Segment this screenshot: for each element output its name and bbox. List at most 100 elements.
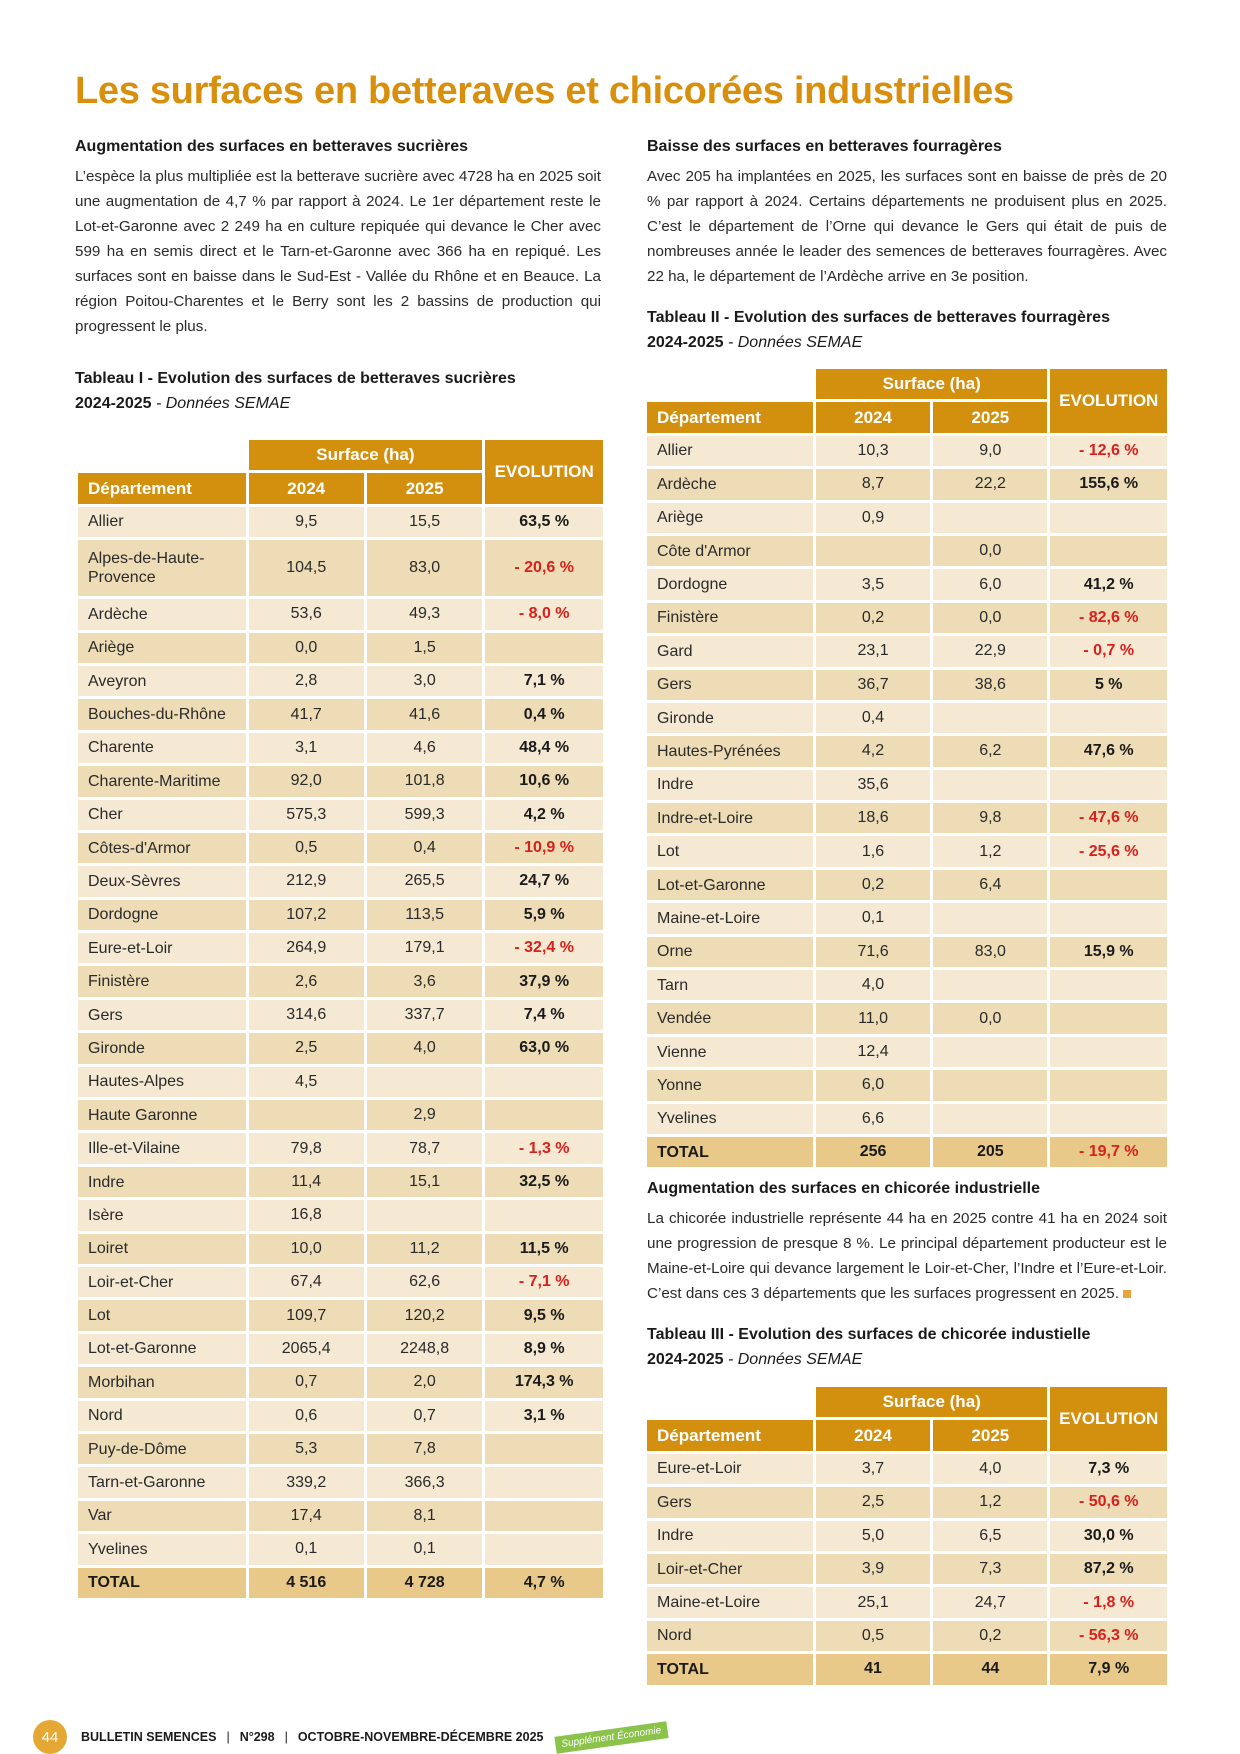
total-2025: 205 [933, 1136, 1048, 1168]
cell-department: Orne [647, 936, 813, 968]
cell-2024: 11,4 [248, 1166, 364, 1198]
table-row: Aveyron 2,8 3,0 7,1 % [78, 665, 603, 697]
cell-evolution: 15,9 % [1050, 936, 1167, 968]
cell-2025: 83,0 [933, 936, 1048, 968]
cell-evolution: - 1,8 % [1050, 1587, 1167, 1618]
cell-department: Gers [647, 669, 813, 700]
cell-2025: 3,0 [366, 665, 483, 697]
total-2025: 4 728 [366, 1567, 483, 1598]
cell-2025: 7,3 [933, 1553, 1048, 1585]
department-header: Département [78, 473, 246, 504]
table-row: Eure-et-Loir 264,9 179,1- 32,4 % [78, 933, 603, 964]
table-row: Cher 575,3 599,3 4,2 % [78, 799, 603, 830]
table-row: Côtes-d'Armor 0,5 0,4- 10,9 % [78, 832, 603, 864]
table-row: Gironde 0,4 [647, 702, 1167, 734]
cell-evolution: 7,3 % [1050, 1453, 1167, 1485]
cell-2024: 2,5 [248, 1033, 364, 1064]
cell-2024: 264,9 [248, 933, 364, 964]
table-row: Dordogne 3,5 6,0 41,2 % [647, 569, 1167, 600]
cell-2025: 0,4 [366, 832, 483, 864]
cell-department: Finistère [647, 602, 813, 634]
cell-2024: 5,0 [815, 1520, 931, 1551]
cell-evolution [1050, 1070, 1167, 1101]
cell-department: Loir-et-Cher [647, 1553, 813, 1585]
cell-department: Dordogne [647, 569, 813, 600]
cell-2025 [933, 970, 1048, 1001]
table-row: Loiret 10,0 11,2 11,5 % [78, 1233, 603, 1264]
cell-2025 [933, 1036, 1048, 1068]
table-sugar-beet: Surface (ha) EVOLUTION Département 2024 … [75, 437, 606, 1601]
cell-evolution: - 10,9 % [485, 832, 603, 864]
cell-2024: 6,0 [815, 1070, 931, 1101]
table-row: Yvelines 0,1 0,1 [78, 1534, 603, 1565]
cell-evolution: - 8,0 % [485, 599, 603, 630]
cell-department: Vienne [647, 1036, 813, 1068]
table-row: Orne 71,6 83,0 15,9 % [647, 936, 1167, 968]
cell-department: Tarn [647, 970, 813, 1001]
surface-header: Surface (ha) [248, 440, 483, 471]
cell-department: Gironde [647, 702, 813, 734]
table3-title: Tableau III - Evolution des surfaces de … [647, 1326, 1091, 1343]
cell-2024 [815, 535, 931, 567]
cell-2025: 15,1 [366, 1166, 483, 1198]
cell-2024 [248, 1100, 364, 1131]
cell-2024: 8,7 [815, 469, 931, 500]
table-row: Nord 0,5 0,2- 56,3 % [647, 1620, 1167, 1652]
cell-2024: 1,6 [815, 836, 931, 867]
year-2024-header: 2024 [815, 402, 931, 433]
cell-2025: 62,6 [366, 1266, 483, 1298]
cell-2025: 8,1 [366, 1500, 483, 1532]
cell-evolution: - 0,7 % [1050, 636, 1167, 667]
cell-2025: 113,5 [366, 899, 483, 931]
table-row: Lot-et-Garonne 2065,4 2248,8 8,9 % [78, 1333, 603, 1365]
cell-2024: 67,4 [248, 1266, 364, 1298]
table1-source: - Données SEMAE [151, 395, 291, 412]
cell-department: Maine-et-Loire [647, 903, 813, 934]
cell-evolution: 4,2 % [485, 799, 603, 830]
cell-evolution [1050, 903, 1167, 934]
department-header: Département [647, 1420, 813, 1451]
cell-2025: 0,1 [366, 1534, 483, 1565]
cell-evolution: 47,6 % [1050, 736, 1167, 767]
table-row: Lot 109,7 120,2 9,5 % [78, 1300, 603, 1331]
cell-2025: 6,0 [933, 569, 1048, 600]
year-2024-header: 2024 [248, 473, 364, 504]
cell-department: Gers [78, 999, 246, 1031]
cell-department: Loiret [78, 1233, 246, 1264]
cell-evolution [485, 1433, 603, 1465]
cell-department: Eure-et-Loir [78, 933, 246, 964]
table-row: Indre 5,0 6,5 30,0 % [647, 1520, 1167, 1551]
footer-publication: BULLETIN SEMENCES | N°298 | OCTOBRE-NOVEMBRE… [81, 1730, 544, 1744]
fodder-beet-paragraph: Avec 205 ha implantées en 2025, les surf… [647, 168, 1167, 285]
table2-caption: Tableau II - Evolution des surfaces de b… [647, 305, 1167, 355]
cell-2025: 0,7 [366, 1400, 483, 1431]
table2-title: Tableau II - Evolution des surfaces de b… [647, 309, 1110, 326]
cell-department: Côtes-d'Armor [78, 832, 246, 864]
cell-evolution [485, 1066, 603, 1098]
table-row: Yvelines 6,6 [647, 1103, 1167, 1134]
table-row: Tarn-et-Garonne 339,2 366,3 [78, 1467, 603, 1498]
left-article: Augmentation des surfaces en betteraves … [75, 138, 601, 339]
table-row: Gers 2,5 1,2- 50,6 % [647, 1487, 1167, 1518]
cell-evolution: 0,4 % [485, 699, 603, 730]
table3-year: 2024-2025 [647, 1351, 724, 1368]
cell-2025: 0,0 [933, 535, 1048, 567]
year-2025-header: 2025 [366, 473, 483, 504]
table-row: Gironde 2,5 4,0 63,0 % [78, 1033, 603, 1064]
cell-2025: 0,2 [933, 1620, 1048, 1652]
cell-evolution: - 20,6 % [485, 540, 603, 597]
cell-department: Ardèche [647, 469, 813, 500]
cell-2024: 0,4 [815, 702, 931, 734]
cell-evolution: 174,3 % [485, 1367, 603, 1398]
cell-2025: 4,6 [366, 732, 483, 764]
cell-evolution: 7,1 % [485, 665, 603, 697]
cell-department: Deux-Sèvres [78, 866, 246, 897]
evolution-header: EVOLUTION [485, 440, 603, 504]
table-row: Ariège 0,9 [647, 502, 1167, 533]
cell-department: Allier [78, 506, 246, 538]
table-row: Lot 1,6 1,2- 25,6 % [647, 836, 1167, 867]
cell-department: Lot-et-Garonne [647, 869, 813, 901]
cell-department: Puy-de-Dôme [78, 1433, 246, 1465]
cell-department: Indre [647, 769, 813, 801]
cell-2024: 25,1 [815, 1587, 931, 1618]
